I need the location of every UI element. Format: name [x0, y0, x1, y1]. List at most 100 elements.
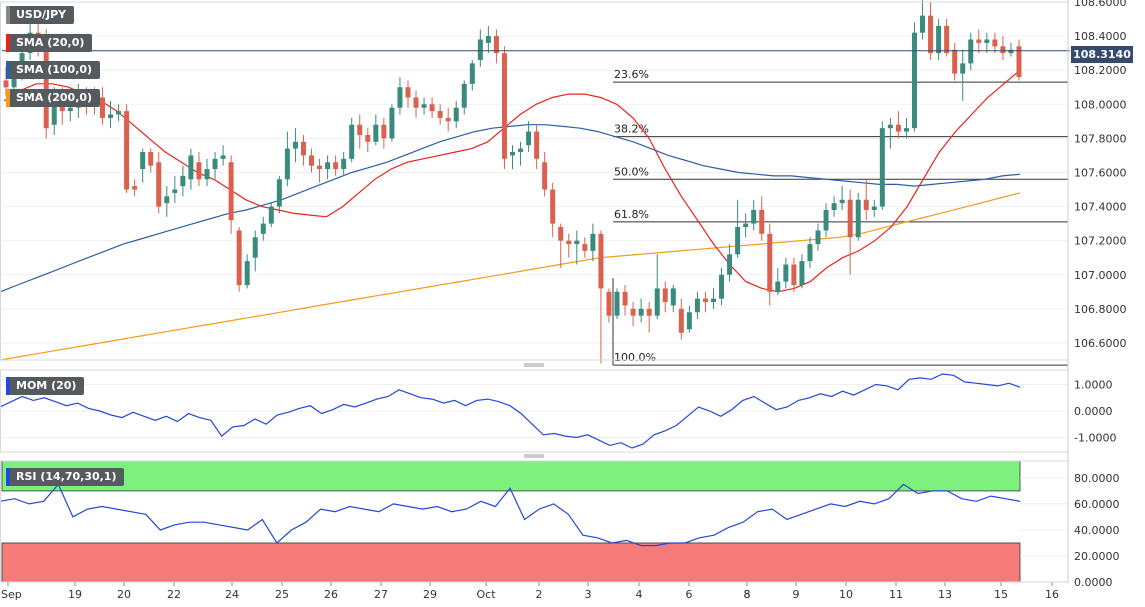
candle-body	[204, 169, 210, 180]
candle-body	[461, 83, 467, 108]
candle-body	[485, 36, 491, 43]
candle-body	[341, 158, 347, 170]
momentum-panel: 1.0000 0.0000 -1.0000	[0, 373, 1116, 449]
candle-body	[719, 274, 725, 299]
candle-body	[381, 124, 387, 139]
candle-body	[887, 124, 893, 129]
rsi-tick-label: 0.0000	[1074, 576, 1113, 589]
candle-body	[276, 179, 282, 207]
candle-body	[550, 189, 556, 224]
candle-body	[220, 155, 226, 159]
candle-body	[976, 39, 982, 43]
legend-rsi[interactable]: RSI (14,70,30,1)	[6, 468, 125, 486]
fib-level-label: 100.0%	[614, 351, 656, 364]
date-tick-label: Oct	[476, 588, 496, 601]
candle-body	[284, 148, 290, 180]
candle-body	[783, 264, 789, 282]
candle-body	[11, 77, 17, 88]
price-panel-grid	[2, 1, 1068, 582]
mom-tick-label: 0.0000	[1074, 405, 1113, 418]
candle-body	[43, 36, 49, 129]
candle-body	[421, 104, 427, 108]
legend-sma100-label: SMA (100,0)	[16, 63, 93, 76]
candle-body	[429, 104, 435, 112]
candle-body	[3, 80, 9, 88]
price-tick-label: 107.0000	[1074, 269, 1127, 282]
candle-body	[212, 158, 218, 170]
candle-body	[445, 117, 451, 122]
price-tick-label: 107.6000	[1074, 166, 1127, 179]
rsi-oversold-zone	[1, 542, 1021, 583]
candle-body	[944, 25, 950, 54]
candle-body	[437, 111, 443, 118]
candle-body	[911, 32, 917, 129]
candle-body	[260, 223, 266, 234]
price-tick-label: 107.2000	[1074, 235, 1127, 248]
candle-body	[228, 162, 234, 221]
candle-body	[501, 53, 507, 159]
date-tick-label: 26	[324, 588, 338, 601]
candle-body	[694, 298, 700, 313]
candle-body	[389, 107, 395, 139]
candle-body	[678, 308, 684, 333]
candle-body	[164, 196, 170, 204]
legend-mom[interactable]: MOM (20)	[6, 377, 85, 395]
date-tick-label: 13	[938, 588, 952, 601]
candle-body	[196, 162, 202, 180]
legend-sma200[interactable]: SMA (200,0)	[6, 89, 101, 107]
legend-symbol[interactable]: USD/JPY	[6, 6, 75, 24]
date-tick-label: 2	[536, 588, 543, 601]
candle-body	[791, 264, 797, 285]
candlestick-series	[3, 0, 1022, 364]
date-tick-label: 6	[686, 588, 693, 601]
candle-body	[518, 148, 524, 153]
candle-body	[188, 155, 194, 180]
candle-body	[252, 237, 258, 258]
candle-body	[928, 15, 934, 54]
candle-body	[534, 131, 540, 159]
candle-body	[936, 25, 942, 54]
candle-body	[180, 175, 186, 187]
candle-body	[413, 97, 419, 108]
candle-body	[268, 206, 274, 224]
candle-body	[292, 141, 298, 149]
candle-body	[124, 111, 130, 190]
candle-body	[727, 254, 733, 275]
candle-body	[903, 128, 909, 132]
candle-body	[582, 244, 588, 251]
candle-body	[815, 230, 821, 245]
candle-body	[807, 244, 813, 262]
fib-level-label: 38.2%	[614, 123, 649, 136]
candle-body	[855, 199, 861, 238]
candle-body	[871, 206, 877, 210]
legend-mom-label: MOM (20)	[16, 379, 77, 392]
legend-sma20-label: SMA (20,0)	[16, 36, 85, 49]
candle-body	[823, 209, 829, 231]
candle-body	[839, 199, 845, 204]
candle-body	[453, 107, 459, 122]
legend-sma100[interactable]: SMA (100,0)	[6, 61, 101, 79]
price-tick-label: 108.0000	[1074, 98, 1127, 111]
price-tick-label: 108.2000	[1074, 64, 1127, 77]
date-tick-label: 29	[423, 588, 437, 601]
candle-body	[99, 97, 105, 118]
date-tick-label: 19	[68, 588, 82, 601]
candle-body	[590, 233, 596, 251]
date-tick-label: Sep	[1, 588, 22, 601]
candle-body	[984, 39, 990, 43]
legend-sma20[interactable]: SMA (20,0)	[6, 34, 93, 52]
candle-body	[357, 124, 363, 135]
date-tick-label: 27	[374, 588, 388, 601]
candle-body	[863, 199, 869, 210]
candle-body	[702, 298, 708, 303]
candle-body	[895, 124, 901, 132]
candle-body	[397, 87, 403, 108]
date-tick-label: 9	[793, 588, 800, 601]
date-tick-label: 11	[889, 588, 903, 601]
date-tick-label: 15	[994, 588, 1008, 601]
candle-body	[309, 155, 315, 166]
rsi-tick-label: 20.0000	[1074, 550, 1120, 563]
date-tick-label: 24	[225, 588, 239, 601]
date-tick-label: 8	[744, 588, 751, 601]
